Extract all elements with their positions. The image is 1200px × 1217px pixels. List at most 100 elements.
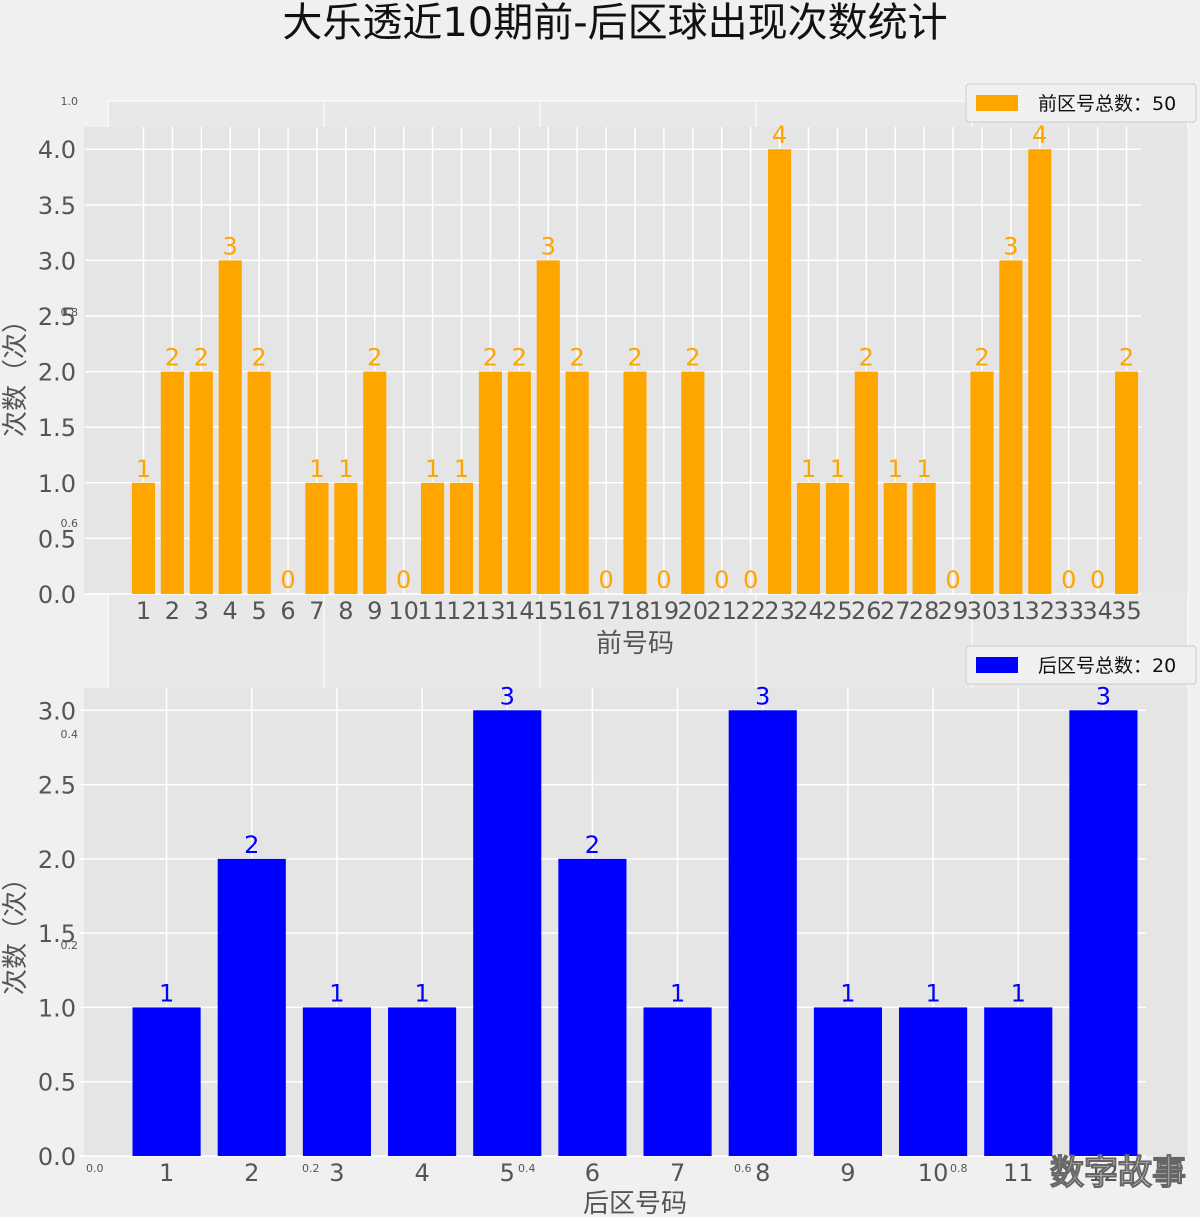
back-bar-4 — [388, 1007, 457, 1156]
front-x-tick-label: 16 — [562, 597, 593, 625]
front-x-tick-label: 21 — [706, 597, 737, 625]
front-x-tick-label: 17 — [591, 597, 622, 625]
front-bar-value-label: 3 — [1003, 232, 1018, 260]
front-bar-1 — [131, 482, 156, 594]
front-bar-value-label: 0 — [945, 566, 960, 594]
front-bar-31 — [999, 260, 1023, 594]
front-x-tick-label: 24 — [793, 597, 824, 625]
background-y-tick-label: 0.4 — [61, 728, 79, 741]
front-y-tick-label: 0.5 — [38, 525, 76, 553]
front-bar-value-label: 0 — [280, 566, 295, 594]
front-bar-18 — [623, 371, 647, 594]
back-y-ticks: 0.0 0.5 1.0 1.5 2.0 2.5 3.0 — [38, 697, 76, 1171]
back-x-tick-label: 3 — [329, 1159, 344, 1187]
front-bar-value-label: 1 — [801, 455, 816, 483]
front-x-tick-label: 20 — [678, 597, 709, 625]
back-bar-2 — [217, 858, 286, 1156]
back-x-tick-label: 7 — [670, 1159, 685, 1187]
front-bar-value-label: 2 — [859, 344, 874, 372]
front-y-axis-label: 次数（次） — [1, 307, 31, 437]
front-bar-value-label: 1 — [830, 455, 845, 483]
front-bar-32 — [1028, 149, 1052, 594]
front-bar-value-label: 0 — [714, 566, 729, 594]
background-y-tick-label: 0.2 — [61, 939, 79, 952]
front-bar-20 — [681, 371, 705, 594]
front-bar-16 — [565, 371, 589, 594]
back-x-axis-label: 后区号码 — [583, 1189, 687, 1217]
back-bar-11 — [984, 1007, 1053, 1156]
background-y-tick-label: 0.8 — [61, 306, 79, 319]
front-x-tick-label: 26 — [851, 597, 882, 625]
back-x-tick-label: 10 — [918, 1159, 949, 1187]
back-bar-value-label: 3 — [1096, 682, 1111, 710]
front-bar-14 — [507, 371, 531, 594]
front-bar-15 — [536, 260, 560, 594]
front-legend-box — [965, 83, 1197, 123]
background-x-tick-label: 0.4 — [518, 1162, 536, 1175]
front-bar-8 — [334, 482, 358, 594]
front-bar-25 — [825, 482, 849, 594]
front-bar-26 — [854, 371, 878, 594]
back-bar-9 — [813, 1007, 882, 1156]
front-bar-value-label: 2 — [194, 344, 209, 372]
front-x-tick-label: 28 — [909, 597, 940, 625]
front-bar-value-label: 2 — [483, 344, 498, 372]
front-y-ticks: 0.0 0.5 1.0 1.5 2.0 2.5 3.0 3.5 4.0 — [38, 136, 76, 609]
front-bar-value-label: 1 — [309, 455, 324, 483]
front-bar-value-label: 1 — [338, 455, 353, 483]
front-bar-value-label: 2 — [570, 344, 585, 372]
back-bar-value-label: 1 — [1011, 979, 1026, 1007]
front-bar-23 — [768, 149, 792, 594]
front-x-tick-label: 12 — [446, 597, 477, 625]
background-axes-ticks: 0.0 0.2 0.4 0.6 0.8 1.0 0.2 0.4 0.6 0.8 1.0 — [61, 95, 1184, 1175]
front-x-tick-label: 10 — [388, 597, 419, 625]
front-bar-value-label: 1 — [888, 455, 903, 483]
front-x-tick-label: 8 — [338, 597, 353, 625]
back-bar-3 — [302, 1007, 371, 1156]
background-x-tick-label: 0.6 — [734, 1162, 752, 1175]
back-legend-box — [965, 645, 1197, 685]
back-bar-value-label: 1 — [329, 979, 344, 1007]
front-y-tick-label: 0.0 — [38, 581, 76, 609]
front-x-tick-label: 27 — [880, 597, 911, 625]
front-bar-value-label: 3 — [223, 232, 238, 260]
background-x-tick-label: 1.0 — [1166, 1162, 1184, 1175]
front-bar-value-label: 0 — [598, 566, 613, 594]
back-y-tick-label: 0.5 — [38, 1069, 76, 1097]
back-x-tick-label: 9 — [840, 1159, 855, 1187]
back-legend-label: 后区号总数：20 — [1038, 655, 1176, 677]
front-x-tick-label: 19 — [649, 597, 680, 625]
back-y-tick-label: 1.5 — [38, 920, 76, 948]
back-bar-1 — [132, 1007, 201, 1156]
back-legend: 后区号总数：20 — [965, 645, 1197, 685]
back-bar-5 — [473, 710, 542, 1156]
front-bar-7 — [305, 482, 329, 594]
background-x-tick-label: 0.2 — [302, 1162, 320, 1175]
back-x-tick-label: 4 — [414, 1159, 429, 1187]
back-bar-value-label: 1 — [159, 979, 174, 1007]
front-y-tick-label: 3.5 — [38, 192, 76, 220]
front-x-tick-label: 1 — [136, 597, 151, 625]
front-bar-value-label: 0 — [1061, 566, 1076, 594]
front-bar-12 — [449, 482, 474, 594]
back-y-tick-label: 2.0 — [38, 846, 76, 874]
back-x-ticks: 1 2 3 4 5 6 7 8 9 10 11 12 — [159, 1159, 1119, 1187]
front-bar-value-label: 1 — [136, 455, 151, 483]
front-x-tick-label: 9 — [367, 597, 382, 625]
front-bar-2 — [160, 371, 184, 594]
back-bar-8 — [728, 710, 797, 1156]
back-x-tick-label: 12 — [1088, 1159, 1119, 1187]
front-x-tick-label: 31 — [996, 597, 1027, 625]
back-bar-value-label: 1 — [670, 979, 685, 1007]
back-bar-value-label: 2 — [585, 831, 600, 859]
front-bars — [131, 149, 1139, 594]
back-bar-value-label: 3 — [500, 682, 515, 710]
front-bar-9 — [363, 371, 387, 594]
front-x-ticks: 1 2 3 4 5 6 7 8 9 1011121314151617181920212223242… — [136, 597, 1142, 625]
front-bar-value-label: 3 — [541, 232, 556, 260]
back-y-tick-label: 3.0 — [38, 697, 76, 725]
front-bar-value-label: 1 — [454, 455, 469, 483]
